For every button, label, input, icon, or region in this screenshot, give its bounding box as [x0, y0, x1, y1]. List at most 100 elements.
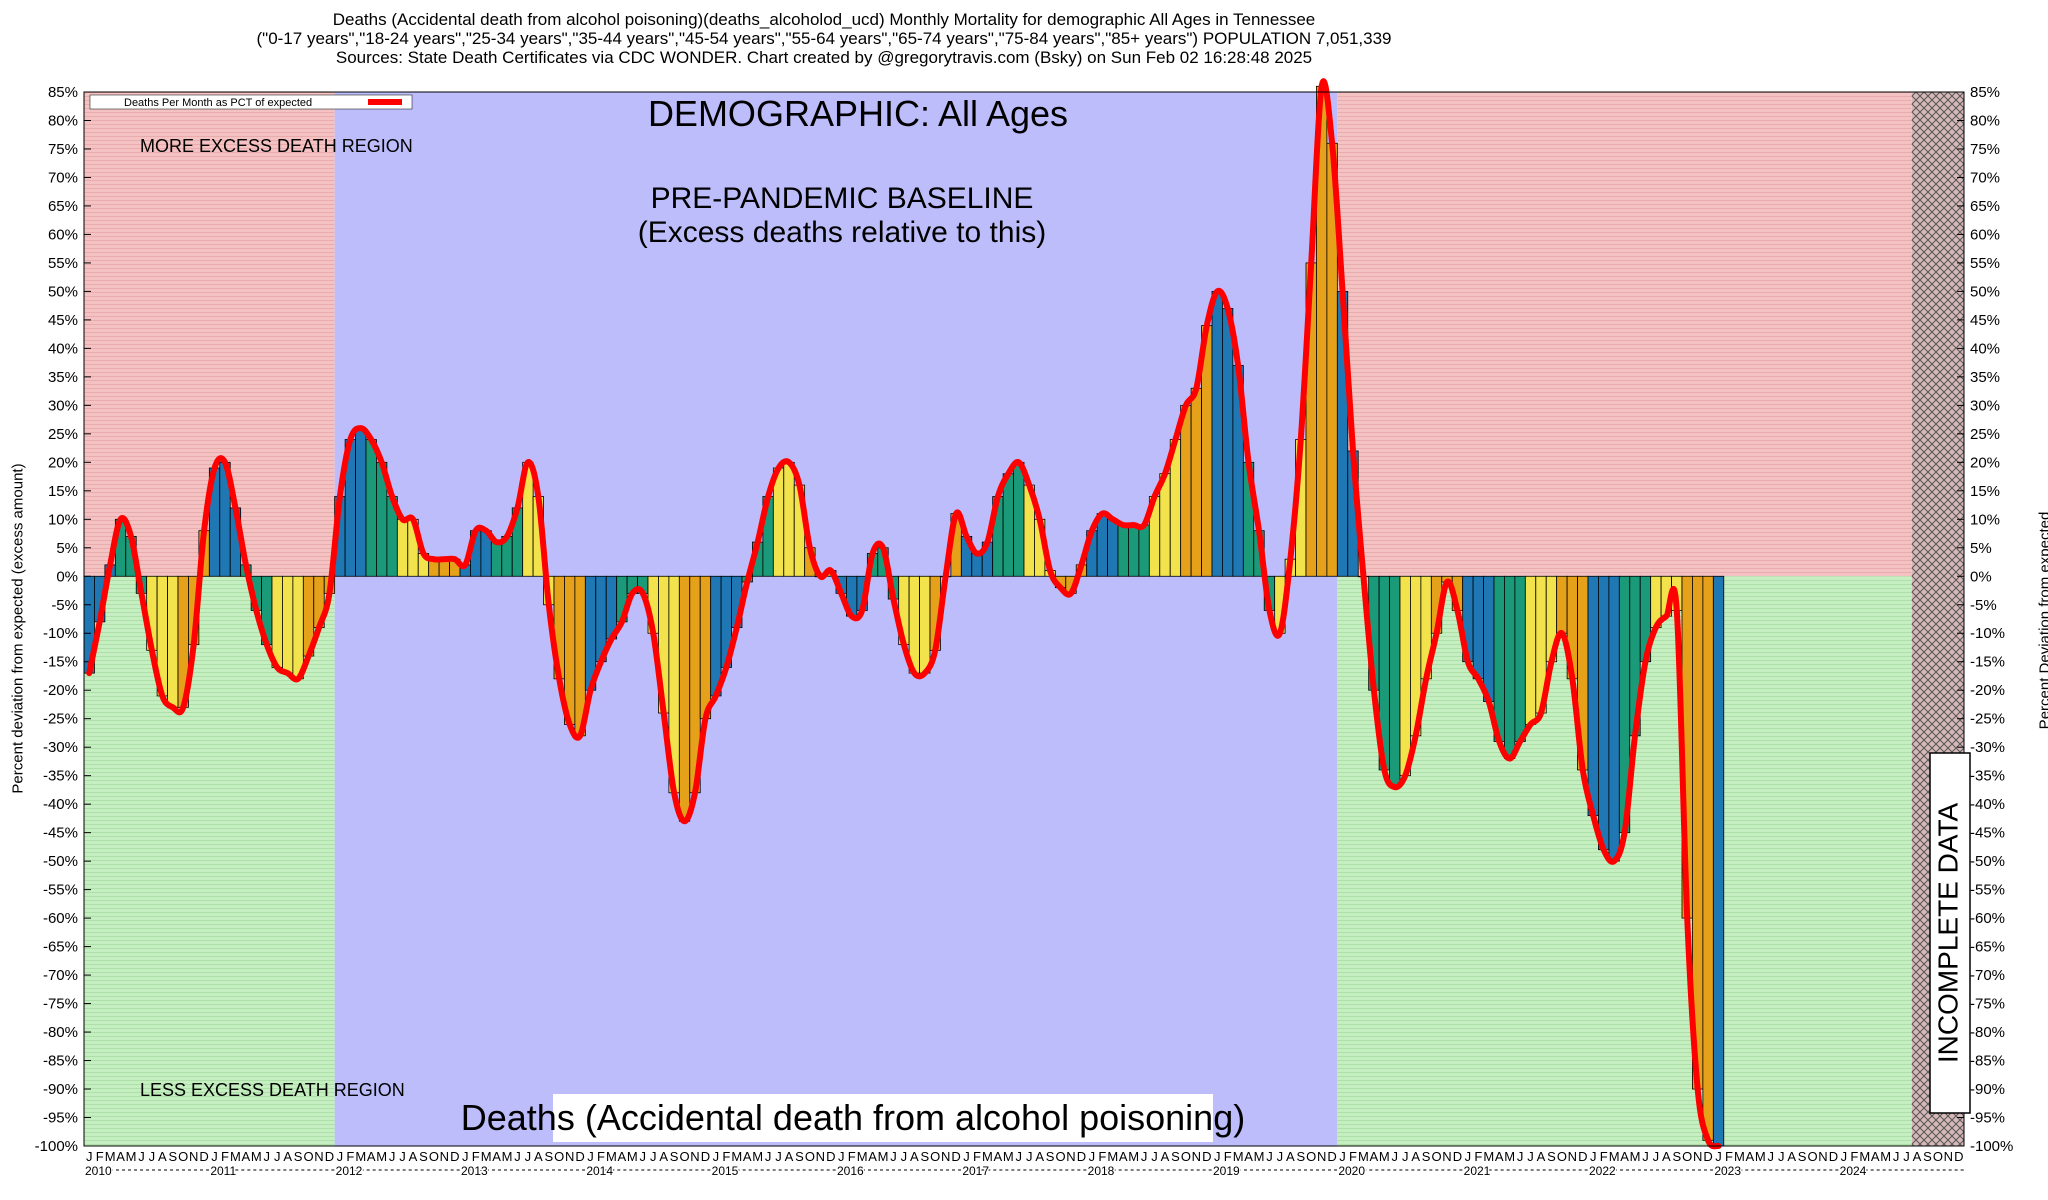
x-tick-label-month: A — [659, 1149, 668, 1164]
x-tick-label-month: J — [1214, 1149, 1221, 1164]
x-tick-label-month: J — [1527, 1149, 1534, 1164]
y-tick-label-right: 25% — [1970, 426, 2000, 443]
x-tick-label-month: O — [1431, 1149, 1441, 1164]
y-tick-label-left: 25% — [48, 426, 78, 443]
chart-bar — [1472, 575, 1484, 680]
chart-bar — [699, 575, 712, 720]
y-tick-label-left: -15% — [43, 654, 78, 671]
chart-title-line2: ("0-17 years","18-24 years","25-34 years… — [256, 29, 1392, 48]
x-tick-label-month: D — [199, 1149, 208, 1164]
x-tick-label-month: J — [1903, 1149, 1910, 1164]
chart-title-line1: Deaths (Accidental death from alcohol po… — [332, 10, 1316, 29]
x-tick-label-year: 2020 — [1338, 1164, 1365, 1178]
x-tick-label-year: 2012 — [336, 1164, 363, 1178]
chart-bar — [1598, 575, 1610, 851]
x-tick-label-month: O — [178, 1149, 188, 1164]
y-tick-label-right: -95% — [1970, 1110, 2005, 1127]
x-tick-label-month: J — [1642, 1149, 1649, 1164]
y-tick-label-right: 60% — [1970, 226, 2000, 243]
x-tick-label-month: A — [1161, 1149, 1170, 1164]
x-tick-label-month: S — [670, 1149, 679, 1164]
x-tick-label-month: O — [1306, 1149, 1316, 1164]
x-tick-label-month: S — [1547, 1149, 1556, 1164]
y-tick-label-left: -75% — [43, 996, 78, 1013]
x-tick-label-month: N — [1818, 1149, 1827, 1164]
chart-bar — [1128, 524, 1140, 577]
y-tick-label-left: -90% — [43, 1081, 78, 1098]
x-tick-label-month: O — [805, 1149, 815, 1164]
chart-bar — [1504, 575, 1516, 759]
x-tick-label-month: S — [1672, 1149, 1681, 1164]
y-tick-label-left: -40% — [43, 796, 78, 813]
x-tick-label-month: D — [1829, 1149, 1838, 1164]
x-tick-label-month: J — [587, 1149, 594, 1164]
x-tick-label-month: J — [713, 1149, 720, 1164]
baseline-region — [334, 92, 1338, 1146]
y-tick-label-left: 0% — [56, 568, 78, 585]
x-tick-label-month: J — [901, 1149, 908, 1164]
y-tick-label-left: -5% — [51, 597, 78, 614]
y-tick-label-right: 30% — [1970, 397, 2000, 414]
x-tick-label-month: N — [1568, 1149, 1577, 1164]
x-tick-label-month: A — [910, 1149, 919, 1164]
x-tick-label-month: J — [1339, 1149, 1346, 1164]
y-tick-label-left: -10% — [43, 625, 78, 642]
x-tick-label-month: A — [242, 1149, 251, 1164]
y-tick-label-right: -65% — [1970, 939, 2005, 956]
x-tick-label-month: O — [1933, 1149, 1943, 1164]
x-tick-label-month: J — [1768, 1149, 1775, 1164]
x-tick-label-month: F — [221, 1149, 229, 1164]
x-tick-label-month: N — [440, 1149, 449, 1164]
chart-bar — [396, 518, 409, 577]
x-tick-label-month: M — [251, 1149, 262, 1164]
x-tick-label-month: M — [606, 1149, 617, 1164]
x-tick-label-month: S — [168, 1149, 177, 1164]
x-tick-label-month: J — [1266, 1149, 1273, 1164]
x-tick-label-month: A — [1662, 1149, 1671, 1164]
x-tick-label-year: 2017 — [962, 1164, 989, 1178]
x-tick-label-month: M — [1254, 1149, 1265, 1164]
x-tick-label-month: J — [389, 1149, 396, 1164]
chart-bar — [1524, 575, 1537, 725]
x-tick-label-month: N — [690, 1149, 699, 1164]
x-tick-label-month: J — [1089, 1149, 1096, 1164]
x-tick-label-month: N — [1944, 1149, 1953, 1164]
x-tick-label-year: 2024 — [1840, 1164, 1867, 1178]
x-tick-label-month: D — [1453, 1149, 1462, 1164]
x-tick-label-month: J — [149, 1149, 156, 1164]
x-tick-label-month: D — [1578, 1149, 1587, 1164]
x-tick-label-month: M — [1630, 1149, 1641, 1164]
y-tick-label-right: -30% — [1970, 739, 2005, 756]
x-tick-label-month: M — [1880, 1149, 1891, 1164]
x-tick-label-month: F — [1349, 1149, 1357, 1164]
y-tick-label-right: -55% — [1970, 882, 2005, 899]
x-tick-label-month: F — [722, 1149, 730, 1164]
chart-bar — [1587, 575, 1599, 816]
x-tick-label-month: A — [367, 1149, 376, 1164]
chart-bar — [282, 575, 294, 674]
chart-bar — [971, 553, 983, 577]
x-tick-label-month: A — [1871, 1149, 1880, 1164]
y-tick-label-left: -25% — [43, 711, 78, 728]
chart-bar — [1712, 575, 1725, 1147]
x-tick-label-month: N — [816, 1149, 825, 1164]
chart-bar — [167, 575, 179, 708]
less-excess-label: LESS EXCESS DEATH REGION — [140, 1080, 405, 1100]
y-tick-label-left: -30% — [43, 739, 78, 756]
y-tick-label-right: -60% — [1970, 910, 2005, 927]
x-tick-label-month: D — [826, 1149, 835, 1164]
y-tick-label-left: -20% — [43, 682, 78, 699]
plot-border — [83, 91, 1965, 1147]
x-tick-label-year: 2013 — [461, 1164, 488, 1178]
x-tick-label-month: A — [743, 1149, 752, 1164]
x-tick-label-month: S — [1171, 1149, 1180, 1164]
x-tick-label-month: M — [502, 1149, 513, 1164]
x-tick-label-month: D — [1327, 1149, 1336, 1164]
x-tick-label-month: S — [1923, 1149, 1932, 1164]
x-tick-label-month: A — [1746, 1149, 1755, 1164]
x-tick-label-month: M — [105, 1149, 116, 1164]
chart-bar — [1556, 575, 1568, 634]
incomplete-label-bg — [1929, 752, 1971, 1114]
series-line — [86, 78, 1722, 1150]
